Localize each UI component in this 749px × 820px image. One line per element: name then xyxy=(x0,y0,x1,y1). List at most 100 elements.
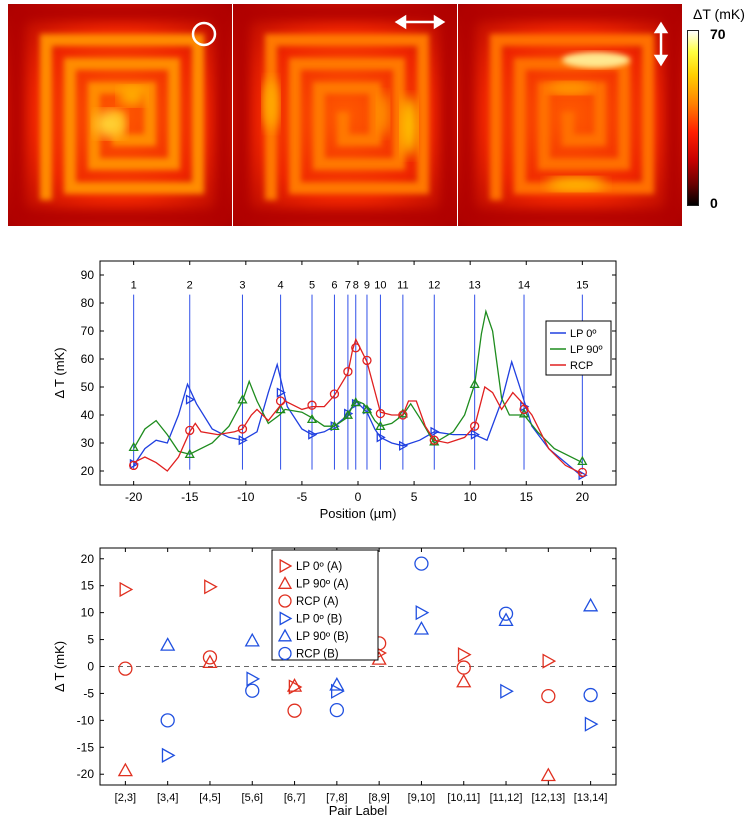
x-tick-label: [7,8] xyxy=(326,792,347,804)
position-marker-label: 11 xyxy=(397,279,408,291)
data-point xyxy=(498,606,514,621)
data-point xyxy=(161,747,176,763)
legend-entry: RCP (A) xyxy=(296,596,339,608)
data-point xyxy=(519,404,529,415)
data-point xyxy=(307,400,317,410)
x-axis-label: Position (µm) xyxy=(320,506,397,521)
colorbar-min-label: 0 xyxy=(710,195,718,211)
data-point xyxy=(577,467,587,478)
data-point xyxy=(541,688,556,704)
x-tick-label: -10 xyxy=(237,490,255,504)
data-point xyxy=(343,366,353,377)
data-point xyxy=(160,713,175,728)
data-point xyxy=(470,429,480,440)
data-point xyxy=(329,676,345,691)
y-tick-label: 15 xyxy=(81,579,95,593)
x-tick-label: [2,3] xyxy=(115,792,136,804)
data-point xyxy=(185,425,195,436)
data-point xyxy=(275,404,286,414)
data-point xyxy=(540,767,556,782)
y-tick-label: 30 xyxy=(81,436,95,450)
y-tick-label: -15 xyxy=(77,740,95,754)
position-marker-label: 5 xyxy=(309,279,315,291)
position-marker-label: 14 xyxy=(518,279,530,291)
data-point xyxy=(375,420,386,431)
legend-entry: LP 90º (B) xyxy=(296,631,349,643)
x-tick-label: 15 xyxy=(520,490,534,504)
data-point xyxy=(276,387,286,398)
y-tick-label: 50 xyxy=(81,380,95,394)
series-line xyxy=(133,308,583,464)
y-axis-label: Δ T (mK) xyxy=(52,641,67,692)
y-tick-label: 20 xyxy=(81,552,95,566)
legend-swatch xyxy=(278,594,292,608)
colorbar-title: ΔT (mK) xyxy=(693,6,745,22)
thermal-map-horizontal xyxy=(233,4,457,226)
data-point xyxy=(331,683,345,699)
legend-swatch xyxy=(278,646,292,661)
y-tick-label: 90 xyxy=(81,268,95,282)
x-tick-label: [9,10] xyxy=(408,792,436,804)
x-tick-label: 0 xyxy=(355,490,362,504)
position-marker-label: 9 xyxy=(364,279,370,291)
position-marker-label: 6 xyxy=(331,279,337,291)
data-point xyxy=(202,654,218,669)
legend-entry: LP 90º xyxy=(570,344,603,356)
data-point xyxy=(288,679,303,695)
y-axis-label: Δ T (mK) xyxy=(52,347,67,398)
y-tick-label: 80 xyxy=(81,296,95,310)
horizontal-arrow-icon xyxy=(394,14,446,30)
legend-entry: LP 90º (A) xyxy=(296,579,349,591)
data-point xyxy=(129,460,139,471)
y-tick-label: 20 xyxy=(81,464,95,478)
x-tick-label: -20 xyxy=(125,490,143,504)
data-point xyxy=(456,673,472,688)
y-tick-label: 70 xyxy=(81,324,95,338)
y-tick-label: 60 xyxy=(81,352,95,366)
position-marker-label: 10 xyxy=(374,279,386,291)
data-point xyxy=(429,435,439,445)
data-point xyxy=(237,394,248,404)
position-marker-label: 2 xyxy=(187,279,193,291)
data-point xyxy=(244,632,260,647)
legend-entry: RCP (B) xyxy=(296,649,339,661)
legend-swatch xyxy=(279,611,293,626)
data-point xyxy=(245,683,260,698)
y-tick-label: 40 xyxy=(81,408,95,422)
data-point xyxy=(246,671,261,687)
colorbar-max-label: 70 xyxy=(710,26,726,42)
legend-entry: LP 0º (A) xyxy=(296,561,342,573)
position-marker-label: 1 xyxy=(131,279,137,291)
x-tick-label: [8,9] xyxy=(368,792,389,804)
legend-entry: LP 0º (B) xyxy=(296,614,342,626)
data-point xyxy=(469,378,480,389)
position-marker-label: 7 xyxy=(345,279,351,291)
data-point xyxy=(414,556,429,571)
y-tick-label: 10 xyxy=(81,606,95,620)
data-point xyxy=(287,703,302,718)
x-tick-label: [5,6] xyxy=(242,792,263,804)
data-point xyxy=(415,605,430,621)
position-marker-label: 13 xyxy=(469,279,481,291)
thermal-map-circular xyxy=(8,4,232,226)
data-point xyxy=(577,455,588,466)
position-marker-label: 12 xyxy=(428,279,440,291)
x-tick-label: 20 xyxy=(576,490,590,504)
data-point xyxy=(375,408,386,419)
x-tick-label: [4,5] xyxy=(199,792,220,804)
data-point xyxy=(584,716,599,732)
data-point xyxy=(117,762,133,777)
data-point xyxy=(362,355,372,366)
x-tick-label: -15 xyxy=(181,490,199,504)
legend: LP 0º (A) LP 90º (A) RCP (A) LP 0º (B) LP 90… xyxy=(271,549,379,661)
data-point xyxy=(238,435,248,446)
legend-swatch xyxy=(279,558,293,574)
x-tick-label: [10,11] xyxy=(447,792,480,804)
legend-entry: RCP xyxy=(570,360,593,372)
thermal-map-vertical xyxy=(458,4,682,226)
x-tick-label: -5 xyxy=(297,490,308,504)
data-point xyxy=(351,343,361,353)
data-point xyxy=(397,408,408,418)
scatter-chart: [2,3] [3,4] [4,5] [5,6] [6,7] [7,8] [8,9] [9,10… xyxy=(52,547,617,818)
data-point xyxy=(361,404,373,414)
